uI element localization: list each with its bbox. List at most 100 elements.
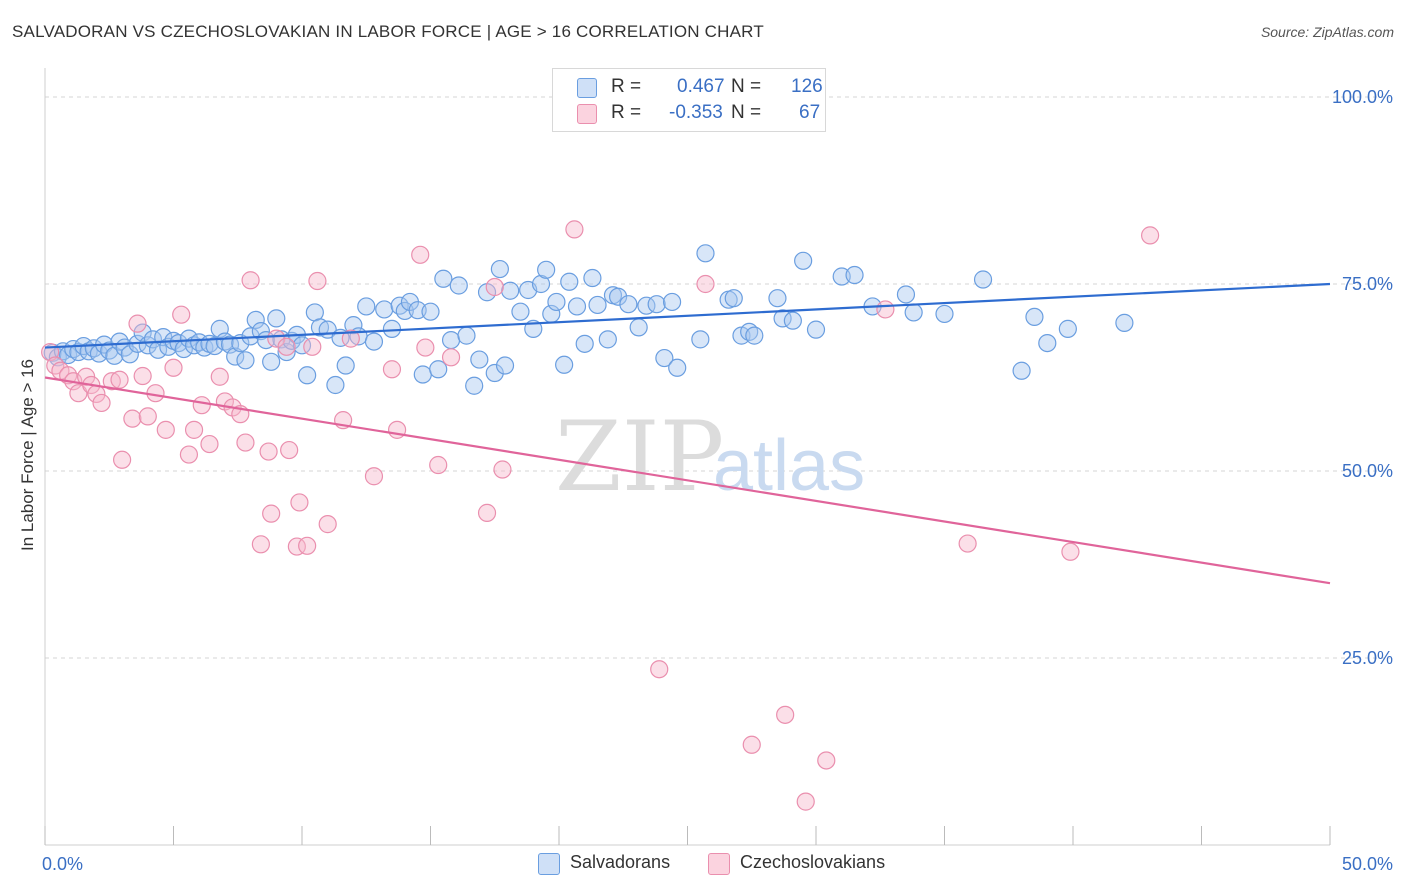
data-point [904,303,923,322]
data-point [1140,226,1160,245]
data-point [457,326,476,345]
y-tick-label: 25.0% [1342,648,1393,668]
data-point [958,534,977,553]
data-point [696,244,715,263]
bottom-legend-swatch-pink [708,853,730,875]
data-point [303,337,322,356]
data-point [662,292,682,312]
data-point [64,339,83,359]
trend-layer [44,282,1331,585]
legend-r-value: -0.353 [669,102,723,123]
data-point [308,271,327,291]
data-point [413,365,432,384]
data-point [390,296,409,315]
data-point [326,375,345,395]
y-tick-label: 50.0% [1342,461,1393,481]
data-point [290,493,309,512]
data-point [236,351,255,370]
data-point [973,270,993,289]
watermark-atlas: atlas [713,426,865,506]
data-point [112,450,132,469]
x-tick-label: 0.0% [42,854,83,874]
legend-r-label: R = [611,102,642,123]
data-point [1058,319,1077,338]
data-point [123,409,142,428]
data-point [382,319,402,338]
data-point [742,735,761,754]
data-point [1061,542,1080,561]
series-czechoslovakians [41,220,1160,811]
data-point [110,332,129,351]
data-point [588,295,607,315]
data-point [776,705,795,724]
data-point [280,440,299,460]
data-point [490,259,509,279]
data-point [357,297,376,316]
legend-r-label: R = [611,76,642,97]
data-point [277,342,296,362]
data-point [724,289,743,308]
tick-labels: 25.0% 50.0% 75.0% 100.0% 0.0% 50.0% [42,87,1393,874]
legend-swatch-pink [577,104,597,124]
data-point [287,537,306,556]
data-point [817,751,836,770]
data-point [547,292,566,312]
data-point [470,350,489,369]
data-point [441,348,461,367]
data-point [796,792,815,811]
data-point [896,285,916,304]
data-point [395,301,414,321]
data-point [138,336,157,355]
series-layer [41,220,1160,811]
data-point [128,314,147,333]
data-point [537,260,556,279]
watermark: ZIP atlas [555,401,865,513]
data-point [485,363,504,383]
data-point [267,309,286,328]
data-point [226,347,245,366]
trend-line-salvadorans [44,282,1331,349]
chart-source: Source: ZipAtlas.com [1260,24,1394,40]
trend-line-czechoslovakians [44,376,1331,585]
data-point [434,269,453,288]
data-point [531,274,551,294]
data-point [241,271,260,290]
data-point [251,322,270,341]
data-point [205,336,224,356]
data-point [336,356,355,375]
data-point [184,420,204,439]
data-point [575,334,594,353]
series-salvadorans [43,244,1134,395]
data-point [794,251,813,270]
data-point [560,272,579,291]
data-point [298,366,317,385]
data-point [246,310,265,330]
data-point [598,330,617,349]
data-point [935,304,954,324]
data-point [382,360,402,379]
correlation-legend: R = 0.467 N = 126 R = -0.353 N = 67 [552,68,826,132]
data-point [511,302,530,321]
data-point [668,358,687,377]
data-point [341,329,360,348]
data-point [783,311,802,330]
data-point [102,372,121,391]
data-point [429,360,448,379]
data-point [215,332,234,351]
data-point [318,515,337,534]
data-point [745,326,764,345]
y-axis-label: In Labor Force | Age > 16 [18,359,37,551]
data-point [1038,333,1057,353]
chart-title: SALVADORAN VS CZECHOSLOVAKIAN IN LABOR F… [12,22,764,41]
legend-n-value: 67 [799,102,821,123]
data-point [477,503,497,522]
data-point [259,442,278,461]
gridlines [45,96,1390,659]
legend-n-label: N = [731,102,762,123]
data-point [69,384,88,403]
axes [44,68,1331,846]
data-point [691,330,710,349]
data-point [501,281,520,300]
data-point [200,434,219,454]
data-point [179,445,199,464]
